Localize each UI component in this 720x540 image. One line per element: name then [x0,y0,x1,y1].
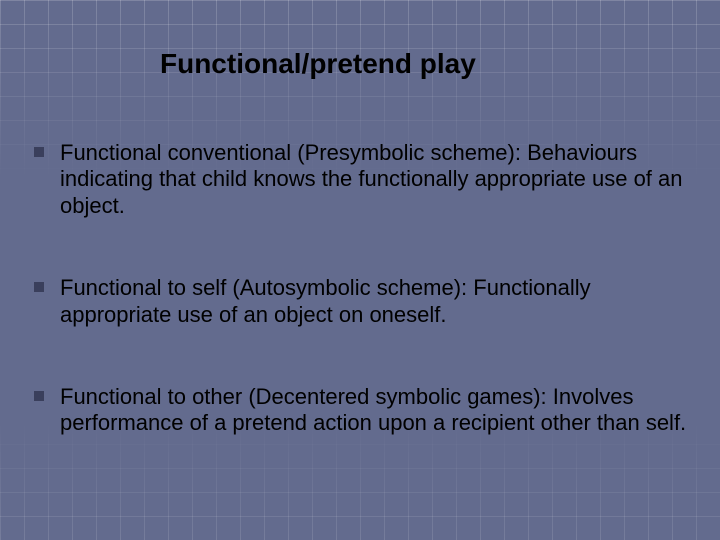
bullet-list: Functional conventional (Presymbolic sch… [30,140,690,437]
list-item: Functional to self (Autosymbolic scheme)… [30,275,690,328]
list-item: Functional conventional (Presymbolic sch… [30,140,690,219]
bullet-text: Functional conventional (Presymbolic sch… [60,140,683,218]
slide-container: Functional/pretend play Functional conve… [0,0,720,540]
list-item: Functional to other (Decentered symbolic… [30,384,690,437]
bullet-text: Functional to other (Decentered symbolic… [60,384,686,435]
bullet-text: Functional to self (Autosymbolic scheme)… [60,275,591,326]
slide-title: Functional/pretend play [160,48,690,80]
grid-overlay-bottom [0,420,720,540]
